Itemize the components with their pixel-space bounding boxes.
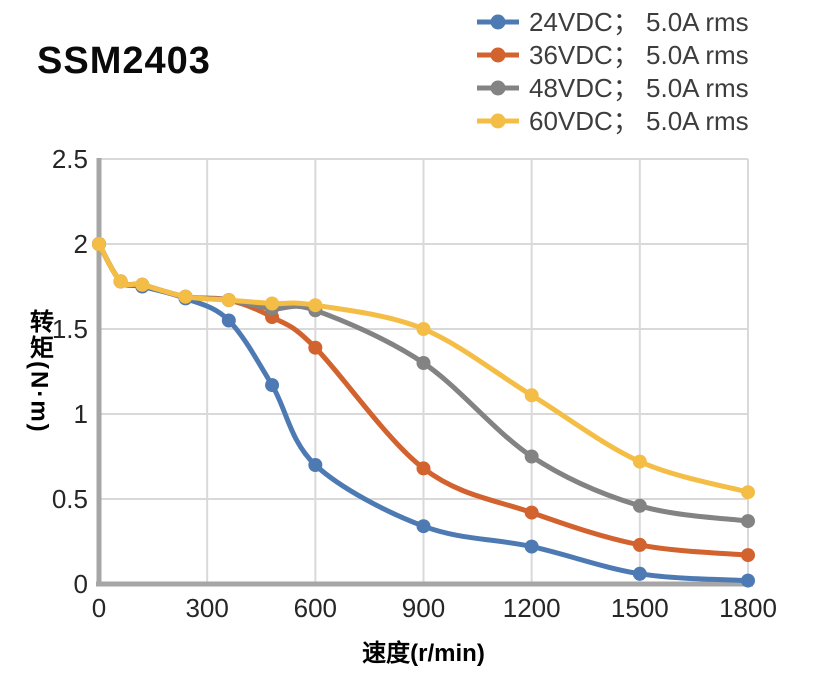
legend-item-48vdc: 48VDC； 5.0A rms — [476, 75, 749, 101]
legend-marker-icon — [477, 80, 519, 96]
legend-label-36vdc: 36VDC； 5.0A rms — [529, 40, 749, 70]
data-point-marker — [741, 485, 755, 500]
data-point-marker — [308, 458, 323, 472]
x-tick-label: 600 — [294, 593, 337, 623]
y-tick-label: 1.5 — [52, 314, 88, 344]
data-point-marker — [92, 237, 106, 251]
data-point-marker — [524, 505, 539, 520]
legend-item-60vdc: 60VDC； 5.0A rms — [476, 108, 749, 134]
series-60vdc — [92, 237, 755, 500]
y-tick-label: 0.5 — [52, 484, 88, 514]
data-point-marker — [741, 573, 755, 588]
x-tick-label: 1800 — [719, 593, 777, 623]
legend-label-48vdc: 48VDC； 5.0A rms — [529, 73, 749, 103]
y-tick-label: 1 — [74, 399, 88, 429]
legend: 24VDC； 5.0A rms 36VDC； 5.0A rms 48VDC； 5.0… — [476, 9, 749, 134]
data-point-marker — [524, 388, 539, 403]
legend-marker-icon — [477, 113, 519, 129]
data-point-marker — [221, 313, 236, 328]
data-point-marker — [632, 566, 647, 581]
x-tick-label: 300 — [185, 593, 228, 623]
legend-label-24vdc: 24VDC； 5.0A rms — [529, 7, 749, 37]
data-point-marker — [632, 537, 647, 552]
data-point-marker — [221, 293, 236, 308]
data-point-marker — [308, 298, 323, 313]
legend-marker-icon — [477, 47, 519, 63]
data-point-marker — [178, 289, 193, 304]
tick-labels: 0 300 600 900 1200 1500 1800 0 0.5 1 1.5 2 2.5 — [52, 144, 777, 623]
data-point-marker — [524, 449, 539, 464]
data-point-marker — [416, 461, 431, 476]
data-point-marker — [741, 514, 755, 529]
x-axis-title: 速度(r/min) — [362, 640, 485, 667]
x-tick-label: 1500 — [611, 593, 669, 623]
data-point-marker — [135, 277, 150, 292]
legend-item-36vdc: 36VDC； 5.0A rms — [476, 42, 749, 68]
data-point-marker — [416, 519, 431, 534]
x-tick-label: 1200 — [503, 593, 561, 623]
data-point-marker — [265, 296, 280, 311]
y-tick-label: 2 — [74, 229, 88, 259]
data-point-marker — [265, 378, 280, 393]
data-point-marker — [308, 340, 323, 355]
data-point-marker — [524, 539, 539, 554]
data-point-marker — [632, 454, 647, 469]
y-axis-title-wrap: 转矩(N·m) — [16, 159, 62, 584]
data-point-marker — [632, 498, 647, 513]
data-point-marker — [113, 274, 128, 289]
x-tick-label: 0 — [92, 593, 106, 623]
data-point-marker — [741, 548, 755, 563]
y-tick-label: 2.5 — [52, 144, 88, 174]
chart-title: SSM2403 — [37, 40, 211, 82]
y-axis-title: 转矩(N·m) — [25, 309, 53, 434]
data-point-marker — [416, 356, 431, 370]
legend-item-24vdc: 24VDC； 5.0A rms — [476, 9, 749, 35]
legend-label-60vdc: 60VDC； 5.0A rms — [529, 106, 749, 136]
legend-marker-icon — [477, 14, 519, 30]
x-tick-label: 900 — [402, 593, 445, 623]
data-point-marker — [416, 322, 431, 336]
y-tick-label: 0 — [74, 569, 88, 599]
